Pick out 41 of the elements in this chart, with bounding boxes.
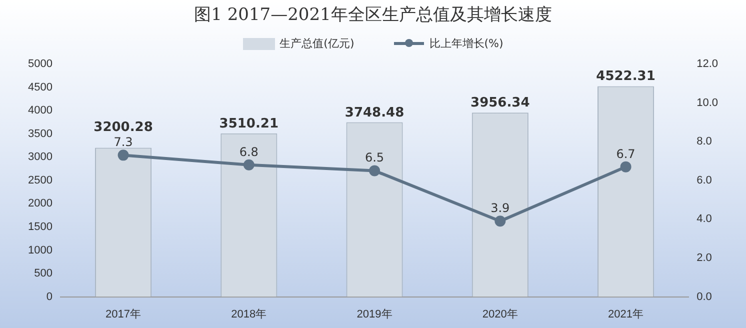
y-tick-label: 1000 xyxy=(28,244,52,256)
point xyxy=(620,161,632,172)
data-label: 3.9 xyxy=(490,201,510,216)
y-tick-label: 5000 xyxy=(28,58,52,70)
y2-tick-label: 8.0 xyxy=(696,136,712,148)
data-label: 7.3 xyxy=(114,135,133,150)
data-label: 3510.21 xyxy=(219,116,279,132)
y2-tick-label: 0.0 xyxy=(696,290,712,303)
y2-tick-label: 6.0 xyxy=(696,174,712,186)
y-tick-label: 1500 xyxy=(28,220,52,233)
y-tick-label: 3000 xyxy=(28,151,52,164)
data-label: 6.7 xyxy=(616,146,636,161)
y2-tick-label: 2.0 xyxy=(696,252,712,264)
x-tick-label: 2021年 xyxy=(608,308,644,320)
data-label: 3956.34 xyxy=(470,96,530,111)
y-tick-label: 0 xyxy=(46,290,52,303)
chart-title: 图1 2017—2021年全区生产总值及其增长速度 xyxy=(193,4,553,27)
data-label: 6.5 xyxy=(364,150,384,165)
data-label: 3748.48 xyxy=(344,105,404,120)
point xyxy=(369,165,380,176)
point xyxy=(494,216,506,227)
legend-label: 比上年增长(%) xyxy=(429,36,504,51)
x-tick-label: 2020年 xyxy=(482,308,518,320)
x-tick-label: 2019年 xyxy=(356,308,392,320)
y-tick-label: 4500 xyxy=(28,81,52,94)
data-label: 6.8 xyxy=(239,144,258,159)
data-label: 3200.28 xyxy=(94,120,153,136)
y2-tick-label: 4.0 xyxy=(696,213,712,226)
y-tick-label: 4000 xyxy=(28,104,52,117)
x-tick-label: 2017年 xyxy=(106,308,142,320)
y-tick-label: 500 xyxy=(34,268,52,280)
y2-tick-label: 10.0 xyxy=(696,96,718,109)
data-label: 4522.31 xyxy=(596,69,656,84)
y2-tick-label: 12.0 xyxy=(696,58,718,70)
y-tick-label: 2500 xyxy=(28,174,52,186)
y-tick-label: 2000 xyxy=(28,198,52,210)
x-tick-label: 2018年 xyxy=(231,308,267,320)
legend-label: 生产总值(亿元) xyxy=(280,36,354,51)
y-tick-label: 3500 xyxy=(28,128,52,140)
point xyxy=(118,150,129,161)
point xyxy=(243,159,254,170)
